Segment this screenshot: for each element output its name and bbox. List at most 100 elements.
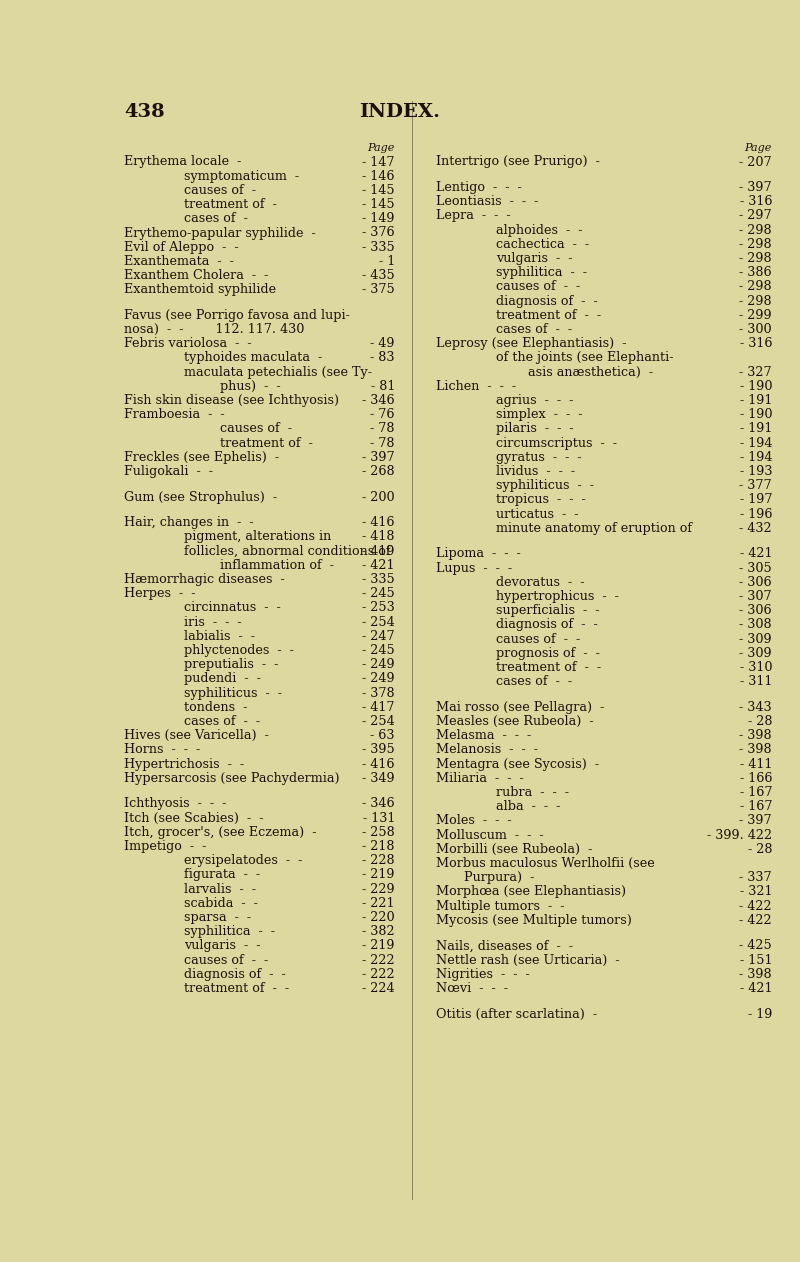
Text: - 245: - 245: [362, 587, 395, 601]
Text: lividus  -  -  -: lividus - - -: [496, 466, 575, 478]
Text: - 417: - 417: [362, 700, 395, 714]
Text: Purpura)  -: Purpura) -: [464, 871, 534, 885]
Text: Erythema locale  -: Erythema locale -: [124, 155, 242, 169]
Text: Hypersarcosis (see Pachydermia): Hypersarcosis (see Pachydermia): [124, 772, 340, 785]
Text: treatment of  -  -: treatment of - -: [184, 982, 289, 994]
Text: - 194: - 194: [739, 437, 772, 449]
Text: pilaris  -  -  -: pilaris - - -: [496, 423, 574, 435]
Text: typhoides maculata  -: typhoides maculata -: [184, 351, 322, 365]
Text: tropicus  -  -  -: tropicus - - -: [496, 493, 586, 506]
Text: - 311: - 311: [740, 675, 772, 688]
Text: phus)  -  -: phus) - -: [220, 380, 281, 392]
Text: erysipelatodes  -  -: erysipelatodes - -: [184, 854, 302, 867]
Text: - 258: - 258: [362, 825, 395, 839]
Text: Exanthemtoid syphilide: Exanthemtoid syphilide: [124, 283, 276, 297]
Text: Nigrities  -  -  -: Nigrities - - -: [436, 968, 530, 981]
Text: Intertrigo (see Prurigo)  -: Intertrigo (see Prurigo) -: [436, 155, 600, 169]
Text: - 421: - 421: [362, 559, 395, 572]
Text: - 419: - 419: [362, 545, 395, 558]
Text: - 247: - 247: [362, 630, 395, 642]
Text: - 222: - 222: [362, 968, 395, 981]
Text: - 78: - 78: [370, 437, 395, 449]
Text: Lupus  -  -  -: Lupus - - -: [436, 562, 512, 574]
Text: Framboesia  -  -: Framboesia - -: [124, 409, 225, 422]
Text: - 432: - 432: [739, 522, 772, 535]
Text: Measles (see Rubeola)  -: Measles (see Rubeola) -: [436, 716, 594, 728]
Text: - 386: - 386: [739, 266, 772, 279]
Text: - 397: - 397: [739, 180, 772, 194]
Text: - 422: - 422: [739, 914, 772, 926]
Text: Exanthemata  -  -: Exanthemata - -: [124, 255, 234, 268]
Text: inflammation of  -: inflammation of -: [220, 559, 334, 572]
Text: diagnosis of  -  -: diagnosis of - -: [496, 618, 598, 631]
Text: iris  -  -  -: iris - - -: [184, 616, 242, 628]
Text: - 310: - 310: [739, 661, 772, 674]
Text: Mentagra (see Sycosis)  -: Mentagra (see Sycosis) -: [436, 757, 599, 771]
Text: treatment of  -  -: treatment of - -: [496, 661, 601, 674]
Text: Freckles (see Ephelis)  -: Freckles (see Ephelis) -: [124, 451, 279, 464]
Text: causes of  -: causes of -: [220, 423, 292, 435]
Text: Itch (see Scabies)  -  -: Itch (see Scabies) - -: [124, 811, 263, 824]
Text: - 298: - 298: [739, 252, 772, 265]
Text: diagnosis of  -  -: diagnosis of - -: [496, 294, 598, 308]
Text: causes of  -  -: causes of - -: [496, 632, 580, 646]
Text: Morphœa (see Elephantiasis): Morphœa (see Elephantiasis): [436, 886, 626, 899]
Text: - 416: - 416: [362, 516, 395, 529]
Text: - 149: - 149: [362, 212, 395, 226]
Text: causes of  -  -: causes of - -: [184, 954, 268, 967]
Text: - 421: - 421: [739, 548, 772, 560]
Text: - 435: - 435: [362, 269, 395, 283]
Text: cases of  -  -: cases of - -: [184, 716, 260, 728]
Text: - 298: - 298: [739, 223, 772, 237]
Text: Nœvi  -  -  -: Nœvi - - -: [436, 982, 508, 994]
Text: treatment of  -  -: treatment of - -: [496, 309, 601, 322]
Text: - 306: - 306: [739, 575, 772, 589]
Text: pudendi  -  -: pudendi - -: [184, 673, 261, 685]
Text: - 300: - 300: [739, 323, 772, 336]
Text: - 191: - 191: [740, 423, 772, 435]
Text: rubra  -  -  -: rubra - - -: [496, 786, 569, 799]
Text: - 19: - 19: [748, 1007, 772, 1021]
Text: Page: Page: [745, 143, 772, 153]
Text: - 190: - 190: [739, 380, 772, 392]
Text: syphiliticus  -  -: syphiliticus - -: [496, 480, 594, 492]
Text: - 268: - 268: [362, 466, 395, 478]
Text: - 398: - 398: [739, 743, 772, 756]
Text: tondens  -: tondens -: [184, 700, 247, 714]
Text: - 308: - 308: [739, 618, 772, 631]
Text: - 298: - 298: [739, 280, 772, 294]
Text: Erythemo-papular syphilide  -: Erythemo-papular syphilide -: [124, 226, 316, 240]
Text: Gum (see Strophulus)  -: Gum (see Strophulus) -: [124, 491, 277, 504]
Text: Page: Page: [368, 143, 395, 153]
Text: - 305: - 305: [739, 562, 772, 574]
Text: labialis  -  -: labialis - -: [184, 630, 255, 642]
Text: - 147: - 147: [362, 155, 395, 169]
Text: Exanthem Cholera  -  -: Exanthem Cholera - -: [124, 269, 268, 283]
Text: - 425: - 425: [739, 939, 772, 953]
Text: - 422: - 422: [739, 900, 772, 912]
Text: circinnatus  -  -: circinnatus - -: [184, 602, 281, 615]
Text: - 398: - 398: [739, 968, 772, 981]
Text: - 200: - 200: [362, 491, 395, 504]
Text: Otitis (after scarlatina)  -: Otitis (after scarlatina) -: [436, 1007, 597, 1021]
Text: alba  -  -  -: alba - - -: [496, 800, 560, 813]
Text: Fuligokali  -  -: Fuligokali - -: [124, 466, 213, 478]
Text: - 63: - 63: [370, 729, 395, 742]
Text: - 375: - 375: [362, 283, 395, 297]
Text: treatment of  -: treatment of -: [184, 198, 277, 211]
Text: gyratus  -  -  -: gyratus - - -: [496, 451, 582, 464]
Text: Melanosis  -  -  -: Melanosis - - -: [436, 743, 538, 756]
Text: causes of  -: causes of -: [184, 184, 256, 197]
Text: - 378: - 378: [362, 687, 395, 699]
Text: - 253: - 253: [362, 602, 395, 615]
Text: phlyctenodes  -  -: phlyctenodes - -: [184, 644, 294, 658]
Text: - 131: - 131: [362, 811, 395, 824]
Text: figurata  -  -: figurata - -: [184, 868, 260, 881]
Text: - 28: - 28: [747, 843, 772, 856]
Text: syphilitica  -  -: syphilitica - -: [184, 925, 275, 938]
Text: - 297: - 297: [739, 209, 772, 222]
Text: - 76: - 76: [370, 409, 395, 422]
Text: - 335: - 335: [362, 241, 395, 254]
Text: vulgaris  -  -: vulgaris - -: [184, 939, 261, 953]
Text: - 307: - 307: [739, 591, 772, 603]
